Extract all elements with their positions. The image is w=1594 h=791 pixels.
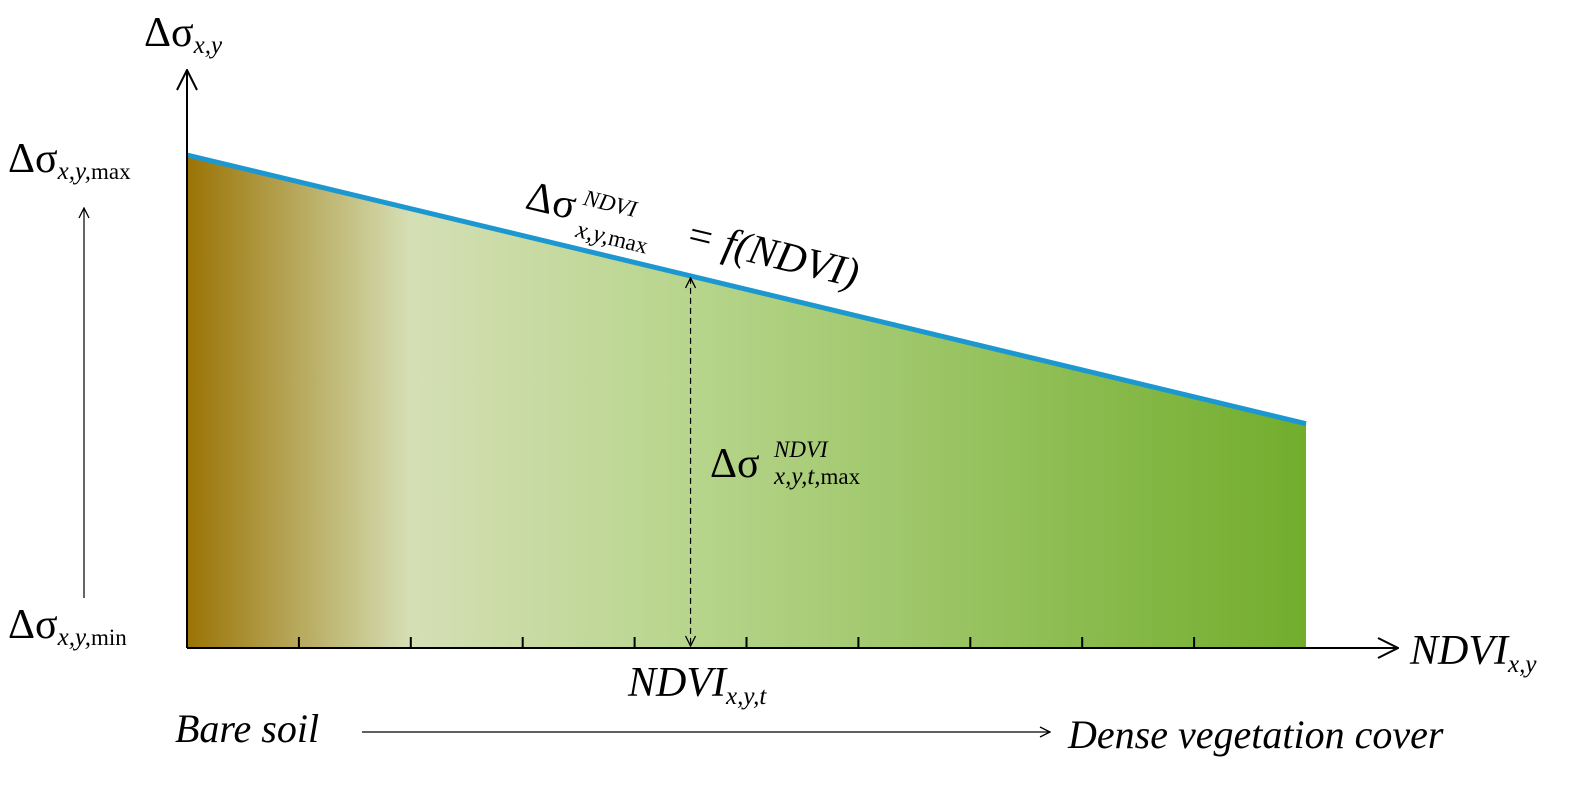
bare-soil-label: Bare soil — [175, 706, 319, 751]
point-delta-label: Δσ NDVI x,y,t,max — [710, 437, 861, 490]
y-axis-label: Δσx,y — [144, 10, 223, 59]
x-axis-ticks — [297, 637, 1196, 648]
dense-vegetation-label: Dense vegetation cover — [1067, 712, 1444, 757]
envelope-equation-sub-max: max — [606, 225, 651, 259]
vegetation-gradient-area — [187, 155, 1306, 648]
y-max-label-sub: x,y, — [57, 158, 91, 185]
y-axis-label-sub: x,y — [193, 32, 223, 59]
envelope-equation-sup: NDVI — [580, 185, 640, 222]
y-min-label: Δσx,y,min — [8, 602, 127, 651]
point-delta-sub-max: max — [821, 464, 861, 489]
point-delta-sub: x,y,t,max — [773, 463, 861, 490]
x-point-label-sub: x,y,t — [725, 683, 767, 710]
y-max-label-sub-max: max — [91, 159, 131, 184]
x-point-label-base: NDVI — [627, 660, 728, 706]
x-axis-label: NDVIx,y — [1409, 628, 1537, 678]
y-min-label-sub-min: min — [91, 625, 127, 650]
envelope-line — [186, 152, 1307, 427]
y-max-label-base: Δσ — [8, 136, 58, 182]
x-point-label: NDVIx,y,t — [627, 660, 767, 710]
x-axis-label-base: NDVI — [1409, 628, 1510, 674]
point-delta-base: Δσ — [710, 441, 760, 487]
point-delta-sup: NDVI — [773, 437, 829, 462]
x-axis-label-sub: x,y — [1507, 651, 1537, 678]
envelope-equation-base: Δσ — [522, 173, 581, 229]
y-max-label: Δσx,y,max — [8, 136, 131, 185]
y-axis-label-base: Δσ — [144, 10, 194, 56]
y-min-label-sub: x,y, — [57, 624, 91, 651]
y-min-label-base: Δσ — [8, 602, 58, 648]
point-delta-sub-italic: x,y,t, — [773, 463, 821, 490]
